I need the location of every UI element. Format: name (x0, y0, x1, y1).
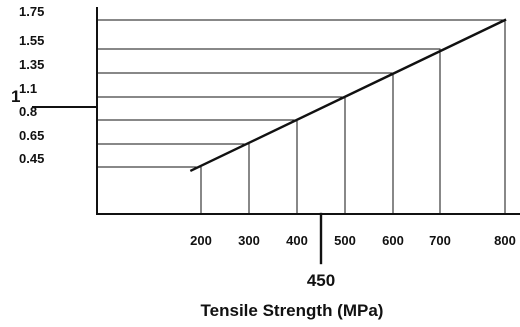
y-tick-label-1-75: 1.75 (19, 4, 44, 19)
highlight-y-label: 1 (11, 87, 20, 106)
lines-layer (33, 8, 520, 263)
highlight-x-label: 450 (307, 271, 335, 290)
y-tick-label-1-1: 1.1 (19, 81, 37, 96)
y-tick-label-0-65: 0.65 (19, 128, 44, 143)
x-tick-label-500: 500 (334, 233, 356, 248)
x-tick-label-700: 700 (429, 233, 451, 248)
y-tick-label-0-8: 0.8 (19, 104, 37, 119)
y-tick-label-1-35: 1.35 (19, 57, 44, 72)
series-line-0 (191, 20, 505, 170)
x-tick-label-200: 200 (190, 233, 212, 248)
x-tick-label-400: 400 (286, 233, 308, 248)
x-tick-label-800: 800 (494, 233, 516, 248)
x-tick-label-300: 300 (238, 233, 260, 248)
x-axis-title: Tensile Strength (MPa) (201, 301, 384, 320)
y-tick-label-0-45: 0.45 (19, 151, 44, 166)
x-tick-label-600: 600 (382, 233, 404, 248)
y-tick-label-1-55: 1.55 (19, 33, 44, 48)
